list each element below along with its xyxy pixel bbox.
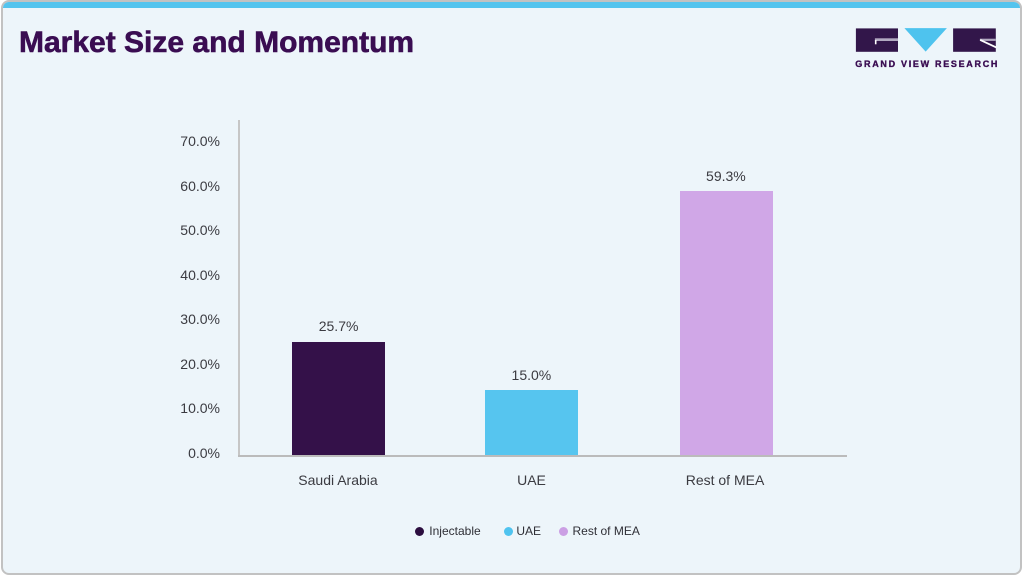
svg-text:GRAND VIEW RESEARCH: GRAND VIEW RESEARCH bbox=[855, 59, 999, 69]
